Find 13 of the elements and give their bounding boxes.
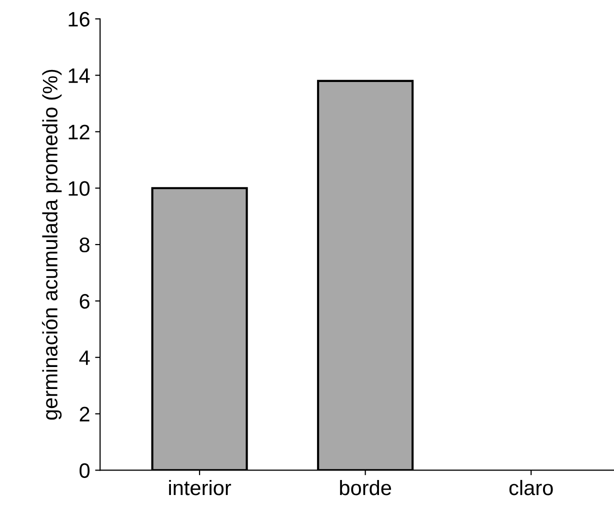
x-tick-label: borde [340, 480, 392, 496]
y-tick-label: 10 [68, 181, 90, 196]
y-tick-label: 4 [79, 350, 90, 365]
y-tick-label: 6 [80, 294, 90, 309]
x-tick-label: claro [509, 480, 553, 496]
y-tick-label: 12 [68, 124, 90, 140]
y-tick-label: 0 [80, 463, 90, 478]
y-axis-title: germinación acumulada promedio (%) [42, 70, 62, 420]
y-tick-label: 14 [68, 68, 90, 83]
y-tick-label: 2 [80, 406, 90, 422]
y-tick-label: 8 [80, 238, 90, 252]
y-tick-label: 16 [68, 12, 90, 27]
x-tick-label: interior [169, 480, 232, 496]
